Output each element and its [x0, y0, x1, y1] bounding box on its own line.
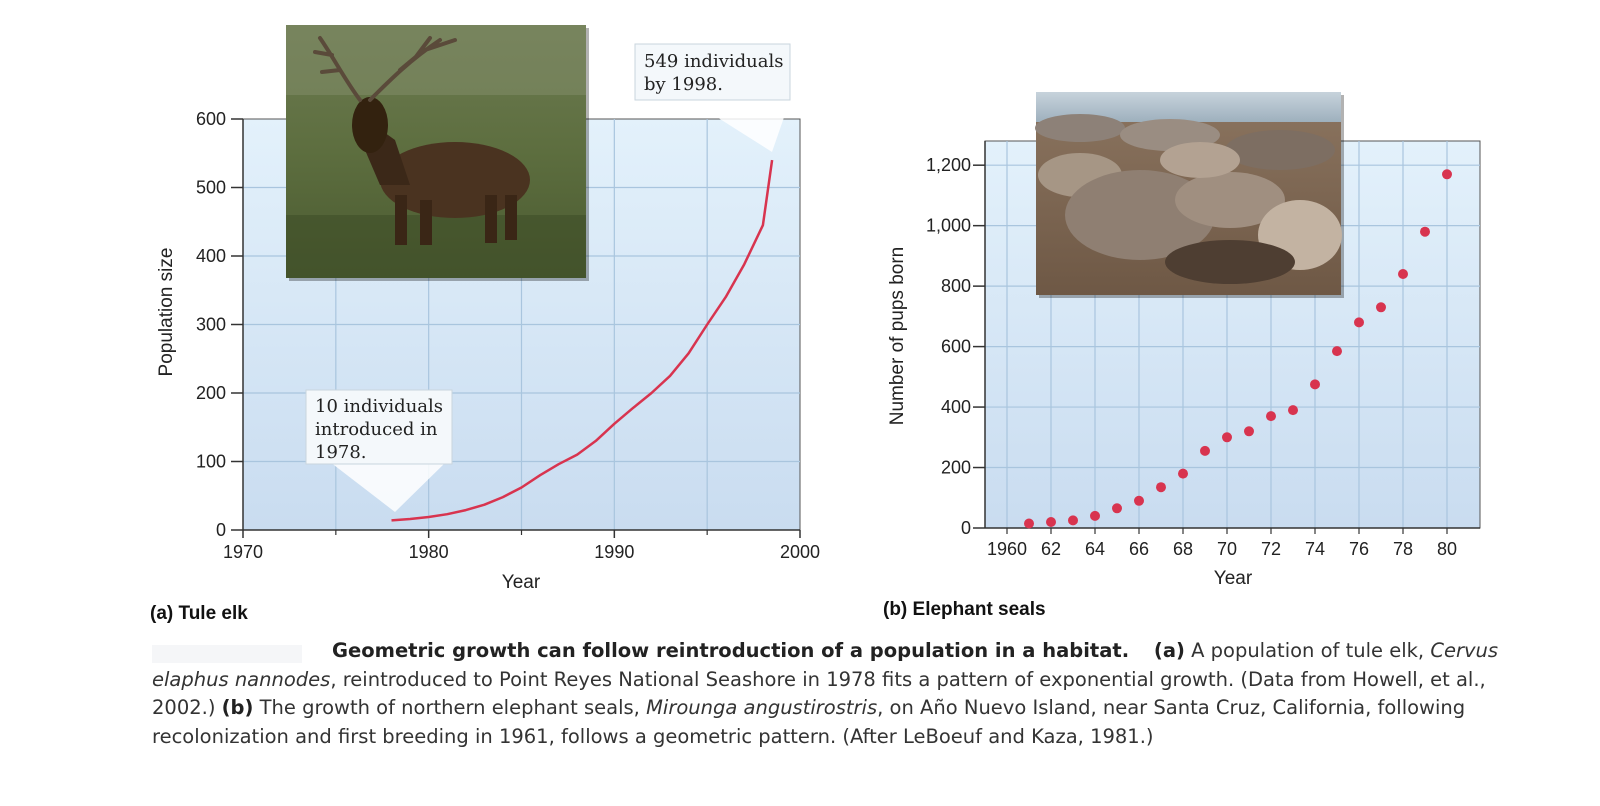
tick-label-x-b: 62	[1041, 539, 1061, 559]
tick-label-y-b: 400	[941, 397, 971, 417]
tick-label-x-b: 78	[1393, 539, 1413, 559]
tick-label-y-b: 600	[941, 337, 971, 357]
caption-a-label: (a)	[1153, 639, 1185, 662]
tick-label-x-b: 1960	[987, 539, 1027, 559]
elephant-seal-photo	[1035, 92, 1344, 298]
xlabel-a: Year	[502, 572, 541, 593]
tick-label-x-a: 1990	[594, 542, 634, 562]
tick-label-y-a: 500	[196, 178, 226, 198]
elk-photo	[286, 25, 589, 281]
tick-label-y-a: 400	[196, 246, 226, 266]
seal-pup-point	[1090, 510, 1100, 521]
seal-pup-point	[1398, 269, 1408, 279]
tick-label-x-a: 1970	[223, 542, 263, 562]
tick-label-y-a: 0	[216, 520, 226, 540]
tick-label-x-b: 72	[1261, 539, 1281, 559]
tick-label-x-b: 64	[1085, 539, 1105, 559]
seal-pup-point	[1178, 468, 1188, 479]
seal-pup-point	[1200, 445, 1210, 456]
tick-label-y-a: 600	[196, 109, 226, 129]
seal-pup-point	[1332, 346, 1342, 357]
seal-pup-point	[1310, 379, 1320, 390]
tick-label-x-b: 74	[1305, 539, 1325, 559]
seal-pup-point	[1112, 503, 1122, 514]
caption-b-text-1: The growth of northern elephant seals,	[259, 696, 640, 719]
seal-pup-point	[1046, 517, 1056, 527]
axes-a: 0 100 200 300 400 500 600 1970 1980 1990 2000	[196, 109, 820, 562]
caption-title: Geometric growth can follow reintroducti…	[332, 639, 1130, 662]
tule-elk-chart: 0 100 200 300 400 500 600 1970 1980 1990 2000 10 i…	[196, 25, 820, 562]
caption-a-text-2: , reintroduced to Point Reyes National S…	[152, 667, 1486, 720]
panel-label-b: (b) Elephant seals	[883, 599, 1046, 620]
figure-caption: Geometric growth can follow reintroducti…	[152, 637, 1552, 751]
seal-pup-point	[1134, 495, 1144, 506]
tick-label-x-b: 76	[1349, 539, 1369, 559]
tick-label-y-a: 100	[196, 452, 226, 472]
tick-label-y-b: 200	[941, 458, 971, 478]
tick-label-x-a: 2000	[780, 542, 820, 562]
ylabel-a: Population size	[156, 248, 177, 377]
caption-smudge	[152, 645, 302, 663]
seal-pup-point	[1376, 302, 1386, 313]
caption-b-text-2: , on Año Nuevo Island, near Santa Cruz, …	[152, 696, 1466, 748]
caption-b-species: Mirounga angustirostris	[646, 696, 878, 719]
series-a	[391, 159, 774, 522]
annotation-start-text: 10 individuals introduced in 1978.	[315, 396, 443, 463]
tick-label-x-b: 66	[1129, 539, 1149, 559]
seal-pup-point	[1222, 432, 1232, 443]
axes-b: 0 200 400 600 800 1,000 1,200 1960 62 64 66 68 70 72 7…	[926, 141, 1480, 559]
seal-pup-point	[1288, 405, 1298, 416]
elephant-seal-chart: 0 200 400 600 800 1,000 1,200 1960 62 64 66 68 70 72 7…	[926, 92, 1481, 559]
seal-pup-point	[1068, 515, 1078, 526]
elk-population-line	[391, 159, 774, 522]
seal-pup-point	[1442, 169, 1452, 180]
annotation-end: 549 individuals by 1998.	[634, 43, 791, 152]
tick-label-x-b: 70	[1217, 539, 1237, 559]
xlabel-b: Year	[1214, 568, 1253, 589]
seal-pup-point	[1354, 317, 1364, 328]
tick-label-y-b: 800	[941, 276, 971, 296]
seal-pup-point	[1244, 426, 1254, 437]
panel-label-a: (a) Tule elk	[150, 603, 248, 624]
tick-label-y-a: 200	[196, 383, 226, 403]
tick-label-x-b: 80	[1437, 539, 1457, 559]
seal-pup-point	[1266, 411, 1276, 422]
tick-label-y-b: 1,200	[926, 155, 971, 175]
caption-a-text-1: A population of tule elk,	[1191, 639, 1425, 662]
seal-pup-point	[1024, 518, 1034, 529]
annotation-start: 10 individuals introduced in 1978.	[305, 389, 453, 512]
tick-label-y-b: 0	[961, 518, 971, 538]
series-b	[1024, 169, 1452, 529]
seal-pup-point	[1420, 226, 1430, 237]
ylabel-b: Number of pups born	[887, 247, 908, 426]
seal-pup-point	[1156, 482, 1166, 493]
tick-label-y-a: 300	[196, 315, 226, 335]
tick-label-x-a: 1980	[409, 542, 449, 562]
tick-label-x-b: 68	[1173, 539, 1193, 559]
tick-label-y-b: 1,000	[926, 216, 971, 236]
caption-a-species: Cervus elaphus nannodes	[152, 639, 1499, 691]
annotation-end-text: 549 individuals by 1998.	[644, 51, 783, 95]
caption-b-label: (b)	[221, 696, 254, 719]
